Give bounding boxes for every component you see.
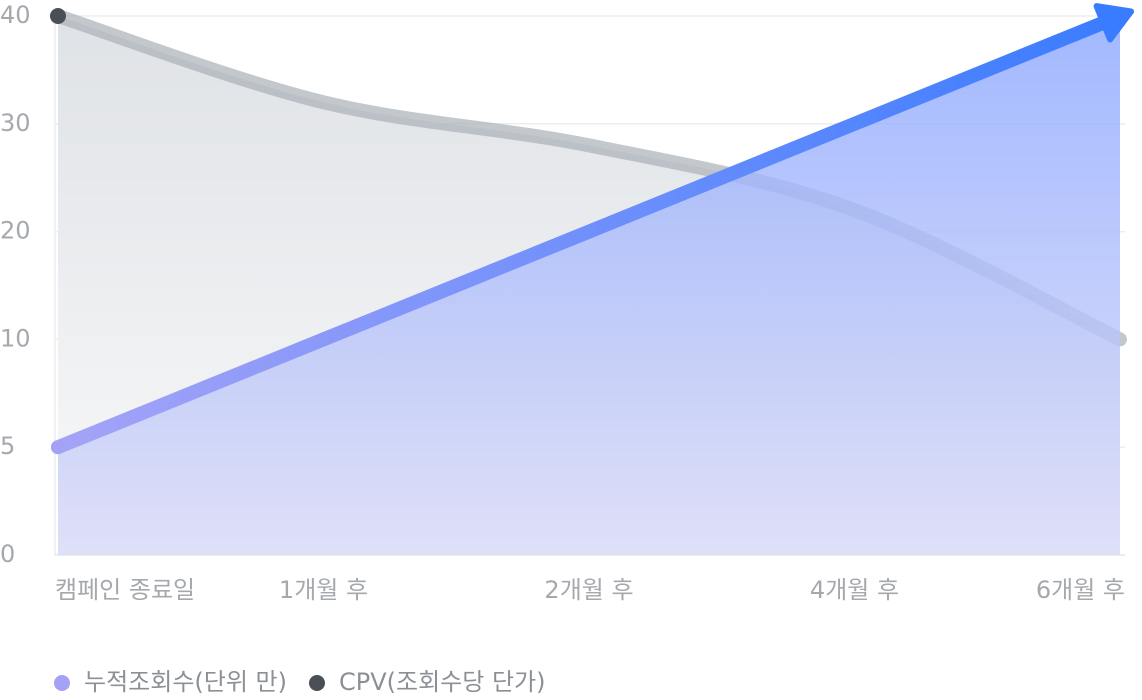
line (51, 9, 1127, 455)
legend-label: CPV(조회수당 단가) (339, 668, 545, 696)
y-tick-label: 10 (0, 324, 31, 352)
x-tick-label: 6개월 후 (1036, 576, 1125, 604)
area (58, 16, 1120, 555)
arrow-head (1093, 3, 1135, 43)
x-tick-label: 1개월 후 (279, 576, 368, 604)
y-tick-label: 20 (0, 217, 31, 245)
x-tick-label: 2개월 후 (544, 576, 633, 604)
x-tick-label: 캠페인 종료일 (55, 576, 195, 604)
y-tick-label: 30 (0, 109, 31, 137)
start-dot (51, 440, 65, 455)
y-tick-label: 40 (0, 1, 31, 29)
y-tick-label: 5 (0, 432, 15, 460)
legend-dot (54, 675, 70, 691)
y-tick-label: 0 (0, 540, 15, 568)
legend-label: 누적조회수(단위 만) (84, 668, 287, 696)
x-tick-label: 4개월 후 (810, 576, 899, 604)
legend-dot (309, 675, 325, 691)
start-dot (50, 8, 66, 24)
